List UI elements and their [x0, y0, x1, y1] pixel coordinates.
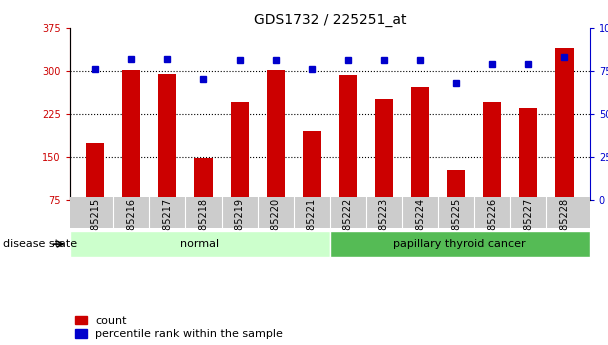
- Text: GSM85223: GSM85223: [379, 198, 389, 251]
- Bar: [122, 70, 140, 200]
- Text: GSM85227: GSM85227: [523, 198, 533, 252]
- Text: disease state: disease state: [3, 239, 77, 249]
- Text: GSM85216: GSM85216: [126, 198, 136, 251]
- Text: GSM85217: GSM85217: [162, 198, 173, 251]
- Text: papillary thyroid cancer: papillary thyroid cancer: [393, 239, 526, 249]
- Text: GSM85225: GSM85225: [451, 198, 461, 252]
- Text: GSM85218: GSM85218: [198, 198, 209, 251]
- Text: GSM85222: GSM85222: [343, 198, 353, 252]
- Bar: [483, 102, 502, 200]
- Bar: [267, 70, 285, 200]
- Text: GSM85215: GSM85215: [90, 198, 100, 251]
- Bar: [195, 158, 213, 200]
- Text: normal: normal: [181, 239, 219, 249]
- Bar: [447, 170, 465, 200]
- Text: GSM85224: GSM85224: [415, 198, 425, 251]
- Bar: [339, 75, 357, 200]
- Legend: count, percentile rank within the sample: count, percentile rank within the sample: [75, 316, 283, 339]
- Bar: [519, 108, 537, 200]
- Bar: [230, 102, 249, 200]
- Bar: [303, 131, 321, 200]
- Text: GSM85226: GSM85226: [487, 198, 497, 251]
- Bar: [556, 48, 573, 200]
- Text: GSM85220: GSM85220: [271, 198, 281, 251]
- Text: GSM85219: GSM85219: [235, 198, 244, 251]
- Bar: [375, 99, 393, 200]
- Bar: [158, 73, 176, 200]
- Text: GSM85221: GSM85221: [307, 198, 317, 251]
- Text: GSM85228: GSM85228: [559, 198, 570, 251]
- Bar: [411, 87, 429, 200]
- Bar: [86, 142, 104, 200]
- Title: GDS1732 / 225251_at: GDS1732 / 225251_at: [254, 12, 406, 27]
